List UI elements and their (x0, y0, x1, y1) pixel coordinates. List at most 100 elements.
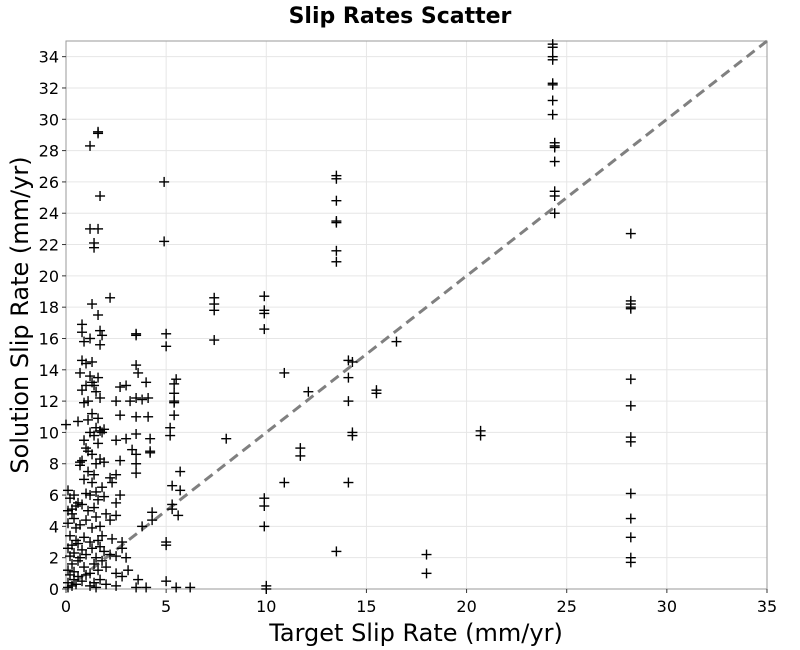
x-tick-label: 15 (356, 597, 376, 616)
data-point (123, 565, 134, 576)
data-point (63, 518, 74, 529)
data-point (221, 433, 232, 444)
data-point (111, 568, 122, 579)
data-point (93, 223, 104, 234)
x-tick-label: 5 (161, 597, 171, 616)
data-point (87, 356, 98, 367)
x-tick-label: 35 (757, 597, 777, 616)
data-point (105, 292, 116, 303)
data-point (75, 460, 86, 471)
data-point (87, 522, 98, 533)
data-point (125, 396, 136, 407)
y-tick-label: 0 (49, 580, 59, 599)
y-tick-label: 8 (49, 455, 59, 474)
data-point (81, 515, 92, 526)
data-point (549, 208, 560, 219)
data-point (93, 565, 104, 576)
data-point (97, 555, 108, 566)
data-point (259, 521, 270, 532)
data-point (85, 537, 96, 548)
y-tick-label: 20 (39, 267, 59, 286)
data-point (141, 377, 152, 388)
data-point (347, 356, 358, 367)
data-point (133, 367, 144, 378)
y-tick-label: 18 (39, 298, 59, 317)
data-point (99, 491, 110, 502)
data-point (63, 565, 74, 576)
data-point (475, 430, 486, 441)
data-point (117, 571, 128, 582)
data-point (93, 413, 104, 424)
data-point (331, 173, 342, 184)
data-point (115, 382, 126, 393)
data-point (161, 540, 172, 551)
data-point (73, 538, 84, 549)
data-point (131, 468, 142, 479)
data-point (77, 576, 88, 587)
data-point (97, 330, 108, 341)
data-point (75, 519, 86, 530)
data-point (279, 367, 290, 378)
data-point (161, 341, 172, 352)
data-point (115, 455, 126, 466)
data-point (93, 310, 104, 320)
data-point (143, 411, 154, 422)
data-point (89, 558, 100, 569)
data-point (93, 494, 104, 505)
data-point (95, 191, 106, 202)
data-point (107, 477, 118, 488)
data-point (89, 502, 100, 513)
x-tick-label: 0 (61, 597, 71, 616)
data-point (175, 466, 186, 477)
data-point (75, 552, 86, 563)
y-tick-label: 34 (39, 48, 59, 67)
scatter-points (61, 39, 636, 594)
data-point (79, 474, 90, 485)
data-point (131, 328, 142, 339)
data-point (65, 530, 76, 541)
data-point (85, 333, 96, 344)
y-tick-label: 12 (39, 392, 59, 411)
data-point (115, 490, 126, 501)
data-point (83, 414, 94, 425)
data-point (87, 477, 98, 488)
chart-title: Slip Rates Scatter (289, 4, 512, 29)
data-point (625, 400, 636, 411)
x-axis-label: Target Slip Rate (mm/yr) (268, 619, 563, 647)
data-point (131, 458, 142, 469)
data-point (167, 480, 178, 491)
data-point (89, 430, 100, 441)
data-point (69, 547, 80, 558)
data-point (99, 457, 110, 468)
data-point (111, 469, 122, 480)
data-point (131, 392, 142, 403)
data-point (343, 396, 354, 407)
data-point (77, 327, 88, 338)
y-tick-label: 28 (39, 142, 59, 161)
data-point (625, 374, 636, 385)
data-point (111, 580, 122, 591)
data-point (209, 305, 220, 316)
data-point (259, 291, 270, 302)
data-point (331, 245, 342, 256)
data-point (105, 549, 116, 560)
x-axis-ticks: 0 5 10 15 20 25 30 35 (61, 589, 777, 616)
reference-line (65, 39, 768, 591)
data-point (137, 521, 148, 532)
data-point (141, 582, 152, 593)
x-tick-label: 20 (456, 597, 476, 616)
data-point (67, 508, 78, 519)
data-point (171, 582, 182, 593)
data-point (83, 505, 94, 516)
data-point (549, 156, 560, 167)
data-point (147, 515, 158, 526)
data-point (87, 449, 98, 460)
data-point (79, 562, 90, 573)
data-point (625, 513, 636, 524)
data-point (421, 549, 432, 560)
data-point (91, 552, 102, 563)
data-point (143, 392, 154, 403)
data-point (421, 568, 432, 579)
data-point (279, 477, 290, 488)
